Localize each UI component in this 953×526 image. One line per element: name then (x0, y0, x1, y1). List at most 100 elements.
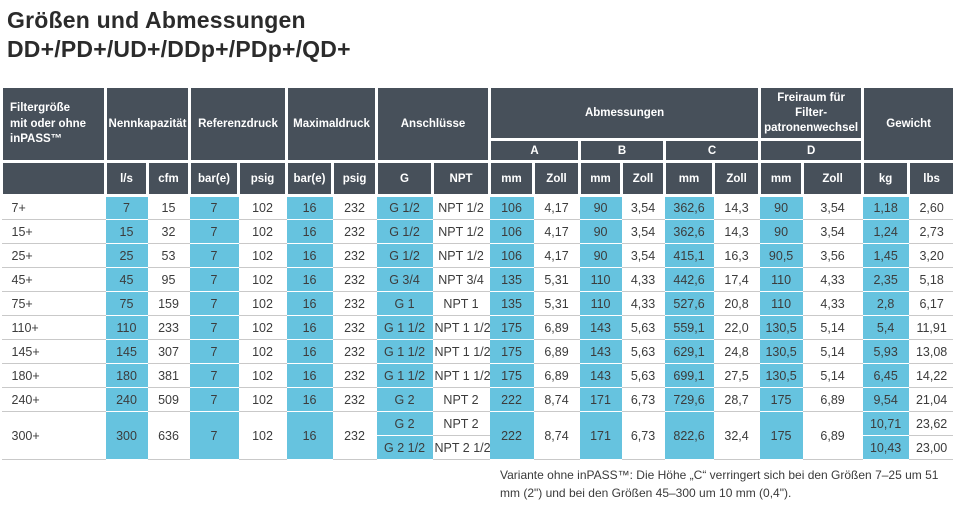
table-cell: 90,5 (760, 244, 803, 268)
col-header-dim-c: C (665, 140, 760, 162)
table-cell: 3,54 (622, 196, 665, 220)
table-cell: 362,6 (665, 196, 714, 220)
table-cell: 5,93 (863, 340, 909, 364)
table-cell: 159 (148, 292, 190, 316)
table-cell: 5,14 (803, 364, 863, 388)
table-cell: 1,18 (863, 196, 909, 220)
table-cell: NPT 2 (433, 388, 490, 412)
table-cell: 9,54 (863, 388, 909, 412)
table-cell: 175 (490, 364, 534, 388)
table-cell: 6,73 (622, 412, 665, 460)
table-cell: 300 (106, 412, 148, 460)
table-cell: G 1/2 (377, 244, 433, 268)
table-cell: 130,5 (760, 364, 803, 388)
table-cell: 3,20 (909, 244, 953, 268)
table-cell: 110 (580, 292, 622, 316)
table-cell: 106 (490, 220, 534, 244)
table-cell: 32 (148, 220, 190, 244)
table-cell: G 1 1/2 (377, 364, 433, 388)
table-cell: 102 (239, 388, 287, 412)
filter-size-cell: 145+ (2, 340, 106, 364)
table-cell: 16 (287, 244, 333, 268)
table-cell: 7 (106, 196, 148, 220)
col-header-dim-b: B (580, 140, 665, 162)
table-cell: 5,14 (803, 340, 863, 364)
unit-header-max-psig: psig (333, 162, 377, 196)
col-header-gewicht: Gewicht (863, 87, 953, 162)
table-cell: 3,54 (803, 220, 863, 244)
page: Größen und Abmessungen DD+/PD+/UD+/DDp+/… (0, 6, 953, 526)
unit-header-ref-psig: psig (239, 162, 287, 196)
unit-header-b-zoll: Zoll (622, 162, 665, 196)
table-cell: 16 (287, 364, 333, 388)
table-cell: 145 (106, 340, 148, 364)
table-cell: 6,17 (909, 292, 953, 316)
table-cell: 6,89 (534, 340, 580, 364)
table-cell: 135 (490, 292, 534, 316)
table-cell: 90 (580, 244, 622, 268)
table-cell: 16 (287, 388, 333, 412)
table-cell: G 2 (377, 412, 433, 436)
table-cell: 4,33 (803, 268, 863, 292)
filter-size-cell: 110+ (2, 316, 106, 340)
filter-size-cell: 25+ (2, 244, 106, 268)
unit-header-d-zoll: Zoll (803, 162, 863, 196)
unit-header-kg: kg (863, 162, 909, 196)
table-cell: G 1 1/2 (377, 316, 433, 340)
table-cell: 14,22 (909, 364, 953, 388)
col-header-freiraum: Freiraum für Filter- patronenwechsel (760, 87, 863, 140)
table-cell: 7 (190, 388, 239, 412)
table-cell: 7 (190, 268, 239, 292)
table-cell: 559,1 (665, 316, 714, 340)
table-cell: 2,60 (909, 196, 953, 220)
table-cell: NPT 2 1/2 (433, 436, 490, 460)
table-cell: 6,89 (534, 316, 580, 340)
table-cell: 16,3 (714, 244, 760, 268)
table-cell: 90 (580, 220, 622, 244)
table-cell: 232 (333, 412, 377, 460)
table-cell: 729,6 (665, 388, 714, 412)
table-cell: 102 (239, 340, 287, 364)
freiraum-label-line2: patronenwechsel (762, 121, 860, 136)
table-cell: 362,6 (665, 220, 714, 244)
table-cell: 102 (239, 196, 287, 220)
table-cell: 102 (239, 316, 287, 340)
unit-header-g: G (377, 162, 433, 196)
table-cell: NPT 1/2 (433, 196, 490, 220)
table-cell: 5,14 (803, 316, 863, 340)
filter-size-label-line3: inPASS™ (10, 132, 103, 148)
table-cell: 180 (106, 364, 148, 388)
table-cell: 3,54 (803, 196, 863, 220)
table-cell: 16 (287, 196, 333, 220)
table-cell: 16 (287, 292, 333, 316)
filter-size-cell: 300+ (2, 412, 106, 460)
table-cell: 110 (106, 316, 148, 340)
table-cell: 4,33 (803, 292, 863, 316)
table-cell: 7 (190, 316, 239, 340)
table-cell: 1,45 (863, 244, 909, 268)
table-cell: 8,74 (534, 412, 580, 460)
table-cell: 240 (106, 388, 148, 412)
table-cell: 106 (490, 244, 534, 268)
table-cell: 822,6 (665, 412, 714, 460)
table-cell: 102 (239, 268, 287, 292)
table-cell: 3,54 (622, 244, 665, 268)
table-cell: 1,24 (863, 220, 909, 244)
table-cell: 23,00 (909, 436, 953, 460)
table-cell: G 1 (377, 292, 433, 316)
table-cell: 4,33 (622, 292, 665, 316)
table-cell: 7 (190, 340, 239, 364)
page-title: Größen und Abmessungen DD+/PD+/UD+/DDp+/… (7, 6, 953, 64)
table-cell: 4,33 (622, 268, 665, 292)
header-group-row: Filtergröße mit oder ohne inPASS™ Nennka… (2, 87, 953, 140)
table-cell: 4,17 (534, 196, 580, 220)
table-cell: 130,5 (760, 340, 803, 364)
table-cell: 232 (333, 244, 377, 268)
table-cell: 307 (148, 340, 190, 364)
table-cell: 28,7 (714, 388, 760, 412)
table-cell: 7 (190, 292, 239, 316)
unit-header-c-mm: mm (665, 162, 714, 196)
